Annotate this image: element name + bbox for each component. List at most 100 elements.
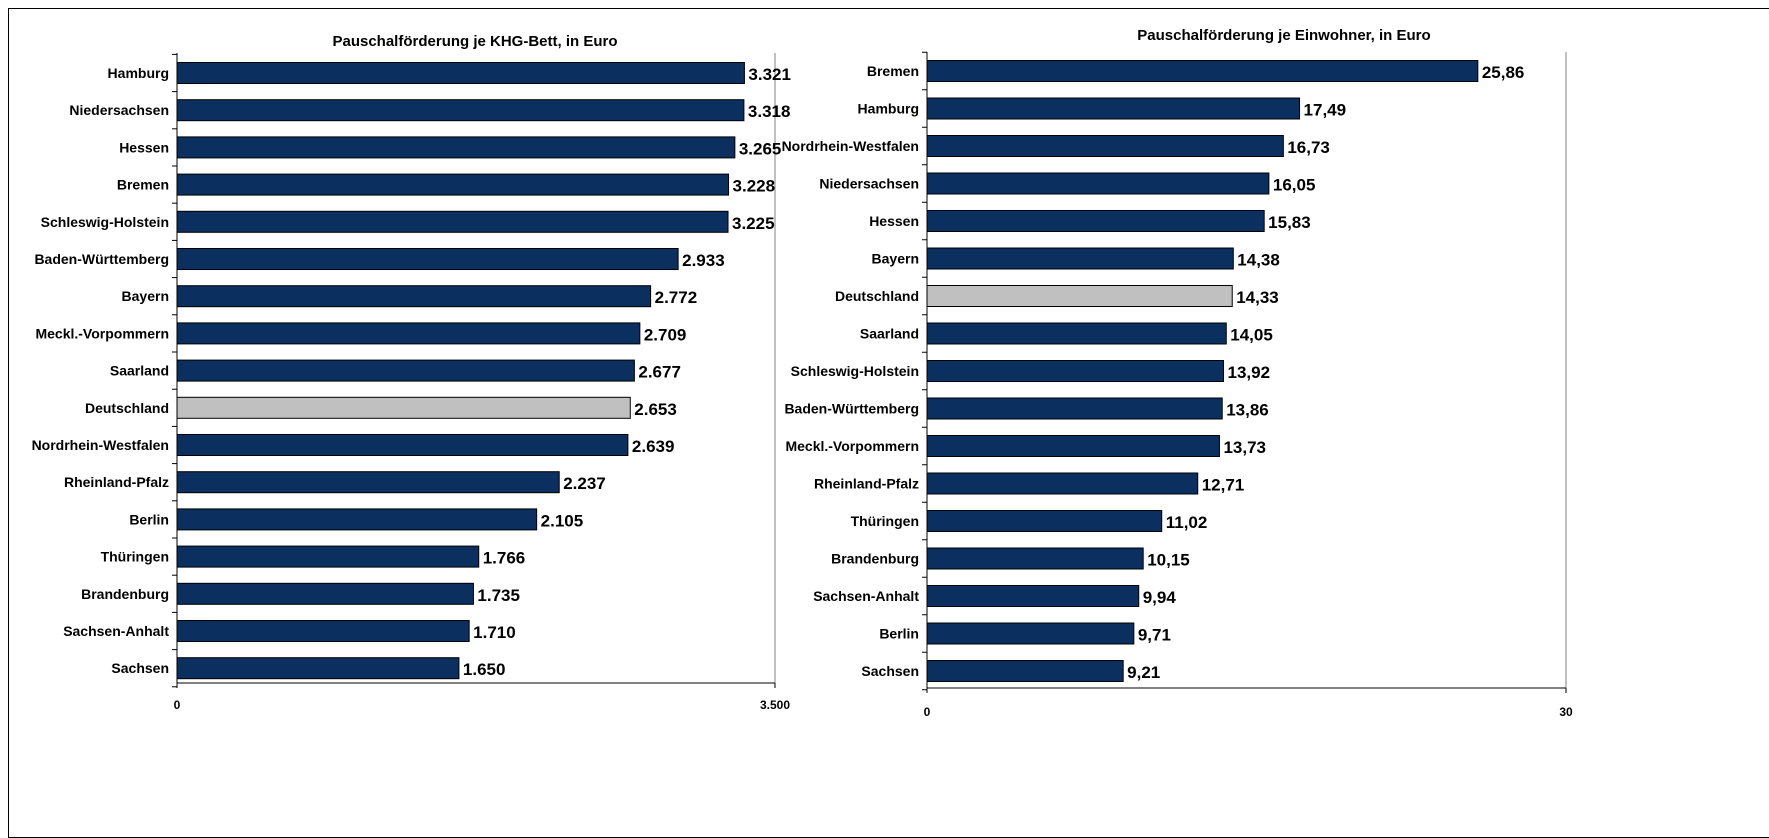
chart1-category-label: Hessen (119, 139, 169, 155)
chart1-value-label: 1.650 (463, 660, 506, 679)
chart2-value-label: 14,33 (1236, 288, 1279, 307)
chart1-value-label: 3.321 (748, 65, 791, 84)
chart1-value-label: 2.653 (634, 400, 677, 419)
chart2-bar (927, 173, 1269, 194)
chart2-bar (927, 248, 1233, 269)
chart1-category-label: Niedersachsen (69, 102, 169, 118)
chart2-category-label: Hessen (869, 213, 919, 229)
chart1-value-label: 2.772 (655, 288, 698, 307)
chart2-bar (927, 361, 1223, 382)
chart2-bar (927, 98, 1300, 119)
chart2-category-label: Hamburg (858, 101, 919, 117)
chart1-bar (177, 323, 640, 344)
chart2-value-label: 16,73 (1287, 138, 1330, 157)
chart2-bar (927, 61, 1478, 82)
chart2-value-label: 10,15 (1147, 551, 1190, 570)
chart1-bar (177, 472, 559, 493)
chart1-value-label: 3.318 (748, 102, 791, 121)
chart1-bar (177, 509, 537, 530)
chart1-category-label: Baden-Württemberg (34, 251, 169, 267)
chart1-value-label: 2.237 (563, 474, 606, 493)
chart2-category-label: Nordrhein-Westfalen (782, 138, 919, 154)
chart2-value-label: 9,94 (1143, 588, 1177, 607)
chart2-value-label: 15,83 (1268, 213, 1311, 232)
chart1-value-label: 2.639 (632, 437, 675, 456)
chart1-category-label: Sachsen (111, 660, 169, 676)
chart2-category-label: Sachsen (861, 663, 919, 679)
chart2-category-label: Berlin (879, 626, 919, 642)
chart1-bar (177, 249, 678, 270)
chart1-value-label: 1.735 (477, 586, 520, 605)
chart1-bar (177, 100, 744, 121)
chart2-category-label: Saarland (860, 326, 919, 342)
chart2-category-label: Thüringen (851, 513, 919, 529)
chart1-bar (177, 174, 729, 195)
chart2-category-label: Deutschland (835, 288, 919, 304)
chart1-value-label: 2.709 (644, 325, 687, 344)
chart2-bar (927, 436, 1219, 457)
chart1-category-label: Thüringen (101, 549, 169, 565)
chart1-value-label: 2.933 (682, 251, 725, 270)
chart1-bar (177, 583, 473, 604)
chart1-category-label: Nordrhein-Westfalen (32, 437, 169, 453)
chart2-value-label: 13,73 (1223, 438, 1266, 457)
chart1-bar (177, 137, 735, 158)
chart2-x-tick-label: 0 (924, 705, 931, 719)
chart1-bar (177, 658, 459, 679)
chart2-category-label: Schleswig-Holstein (791, 363, 919, 379)
chart1-bar (177, 360, 634, 381)
chart2-bar (927, 586, 1139, 607)
chart1-category-label: Sachsen-Anhalt (63, 623, 169, 639)
chart2-category-label: Meckl.-Vorpommern (785, 438, 919, 454)
chart1-bar (177, 397, 630, 418)
chart1-category-label: Brandenburg (81, 586, 169, 602)
chart1-category-label: Hamburg (108, 65, 169, 81)
chart1-category-label: Saarland (110, 363, 169, 379)
chart2-title: Pauschalförderung je Einwohner, in Euro (1137, 27, 1430, 44)
chart1-value-label: 3.265 (739, 139, 782, 158)
chart2-value-label: 9,71 (1138, 626, 1171, 645)
chart2-value-label: 16,05 (1273, 176, 1316, 195)
chart1-category-label: Berlin (129, 511, 169, 527)
chart2-bar (927, 473, 1198, 494)
chart1-value-label: 3.225 (732, 214, 775, 233)
chart2-category-label: Baden-Württemberg (784, 401, 919, 417)
chart2-value-label: 11,02 (1166, 513, 1208, 532)
chart1-category-label: Meckl.-Vorpommern (35, 325, 169, 341)
chart1-value-label: 2.105 (541, 511, 584, 530)
chart2-category-label: Bayern (872, 251, 919, 267)
chart2-value-label: 9,21 (1127, 663, 1160, 682)
chart1-value-label: 1.766 (483, 549, 526, 568)
chart1-category-label: Bayern (122, 288, 169, 304)
chart2-value-label: 14,05 (1230, 326, 1273, 345)
chart1-plot: 0 3.500 Hamburg 3.321 Niedersachsen 3.318 Hess… (32, 53, 791, 712)
chart2-category-label: Brandenburg (831, 551, 919, 567)
chart2-bar (927, 511, 1162, 532)
chart2-value-label: 13,92 (1227, 363, 1270, 382)
chart2-x-tick-label: 30 (1559, 705, 1573, 719)
chart2-value-label: 17,49 (1304, 101, 1347, 120)
chart1-value-label: 3.228 (733, 177, 776, 196)
chart2-value-label: 25,86 (1482, 63, 1525, 82)
chart2-plot: 0 30 Bremen 25,86 Hamburg 17,49 Nordrhein-West… (782, 52, 1573, 719)
chart2-bar (927, 323, 1226, 344)
chart1-bar (177, 211, 728, 232)
chart2-category-label: Sachsen-Anhalt (813, 588, 919, 604)
chart2-value-label: 14,38 (1237, 251, 1280, 270)
chart2-bar (927, 211, 1264, 232)
chart1-value-label: 2.677 (638, 363, 681, 382)
chart1-category-label: Schleswig-Holstein (41, 214, 169, 230)
chart1-category-label: Deutschland (85, 400, 169, 416)
chart2-category-label: Rheinland-Pfalz (814, 476, 919, 492)
chart2-bar (927, 286, 1232, 307)
chart1-bar (177, 63, 744, 84)
chart2-category-label: Bremen (867, 63, 919, 79)
chart1-category-label: Rheinland-Pfalz (64, 474, 169, 490)
chart1-title: Pauschalförderung je KHG-Bett, in Euro (332, 33, 617, 50)
chart1-value-label: 1.710 (473, 623, 516, 642)
chart2-bar (927, 661, 1123, 682)
chart1-x-tick-label: 0 (174, 698, 181, 712)
chart2-value-label: 12,71 (1202, 476, 1245, 495)
chart2-bar (927, 136, 1283, 157)
